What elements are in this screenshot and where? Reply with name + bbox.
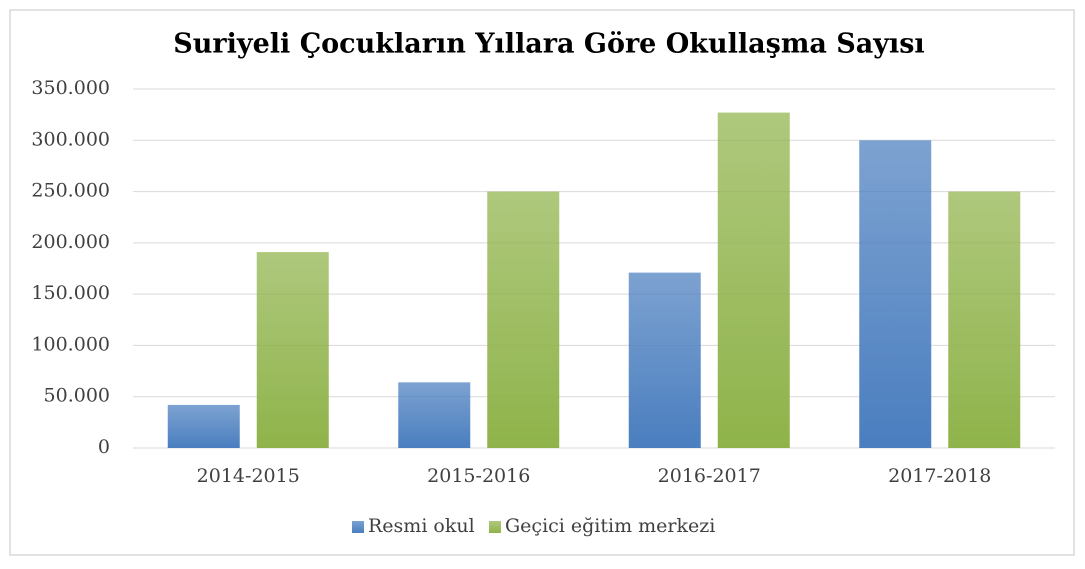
bar <box>717 112 790 448</box>
legend-swatch <box>489 521 501 533</box>
y-tick-label: 150.000 <box>31 282 110 304</box>
y-tick-label: 250.000 <box>31 180 110 202</box>
legend-label: Geçici eğitim merkezi <box>505 515 715 537</box>
bar <box>256 252 329 448</box>
y-tick-label: 300.000 <box>31 128 110 150</box>
y-tick-label: 100.000 <box>31 333 110 355</box>
bar <box>859 140 932 449</box>
chart-title: Suriyeli Çocukların Yıllara Göre Okullaş… <box>173 29 924 60</box>
x-tick-label: 2017-2018 <box>888 465 991 487</box>
bar <box>398 382 471 448</box>
y-tick-label: 50.000 <box>44 385 110 407</box>
bar <box>948 191 1021 449</box>
y-tick-label: 200.000 <box>31 231 110 253</box>
legend-swatch <box>352 521 364 533</box>
bar <box>167 404 240 448</box>
x-tick-label: 2014-2015 <box>197 465 300 487</box>
y-tick-label: 350.000 <box>31 77 110 99</box>
y-tick-label: 0 <box>98 436 110 458</box>
x-tick-label: 2016-2017 <box>658 465 761 487</box>
bar <box>487 191 560 449</box>
x-tick-label: 2015-2016 <box>427 465 530 487</box>
bar <box>628 272 701 448</box>
legend-label: Resmi okul <box>368 515 475 537</box>
